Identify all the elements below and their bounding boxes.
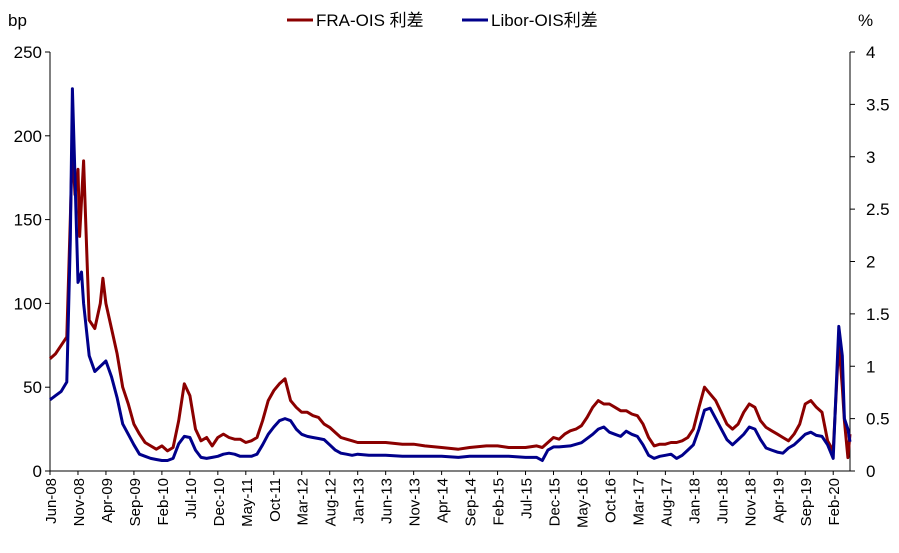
x-tick-label: Jan-13	[351, 478, 368, 524]
y-right-tick-label: 2	[866, 253, 875, 272]
y-right-tick-label: 0.5	[866, 410, 890, 429]
x-tick-label: Oct-11	[267, 478, 284, 522]
x-tick-label: Dec-10	[211, 478, 228, 526]
y-right-tick-label: 4	[866, 43, 875, 62]
plot-area	[49, 87, 852, 462]
x-tick-label: Nov-13	[407, 478, 424, 526]
y-left-tick-label: 100	[14, 294, 42, 313]
y-left-unit: bp	[8, 11, 27, 30]
x-axis-labels: Jun-08 Nov-08 Apr-09 Sep-09 Feb-10 Jul-10 Dec-…	[43, 478, 843, 528]
y-left-tick-label: 250	[14, 43, 42, 62]
y-left-tick-label: 200	[14, 127, 42, 146]
x-tick-label: Jun-08	[43, 478, 60, 524]
y-right-tick-label: 3.5	[866, 95, 890, 114]
x-tick-label: Nov-08	[71, 478, 88, 526]
y-right-tick-label: 2.5	[866, 200, 890, 219]
series-line-fra-ois	[49, 142, 852, 460]
x-tick-label: Apr-09	[99, 478, 116, 523]
x-tick-label: Jul-10	[183, 478, 200, 519]
axes: 0 50 100 150 200 250 0 0.5 1 1.5 2 2.5 3 3.5 4	[14, 43, 890, 481]
x-tick-label: May-16	[574, 478, 591, 528]
y-right-tick-label: 1.5	[866, 305, 890, 324]
x-tick-label: Aug-17	[658, 478, 675, 526]
x-tick-label: Sep-14	[463, 478, 480, 526]
x-tick-label: Jun-18	[714, 478, 731, 524]
x-tick-label: Oct-16	[602, 478, 619, 523]
x-tick-label: Sep-09	[127, 478, 144, 526]
x-tick-label: Feb-20	[826, 478, 843, 526]
y-right-tick-label: 0	[866, 462, 875, 481]
y-left-tick-label: 0	[33, 462, 42, 481]
legend-label-libor-ois: Libor-OIS利差	[491, 11, 598, 30]
x-tick-label: Mar-12	[295, 478, 312, 526]
x-tick-label: Jan-18	[686, 478, 703, 524]
y-right-tick-label: 1	[866, 357, 875, 376]
y-left-tick-label: 50	[23, 378, 42, 397]
x-tick-label: Feb-15	[491, 478, 508, 526]
x-tick-label: Jul-15	[519, 478, 536, 519]
x-tick-label: Apr-19	[770, 478, 787, 523]
x-tick-label: Aug-12	[323, 478, 340, 526]
legend-label-fra-ois: FRA-OIS 利差	[316, 11, 424, 30]
y-right-tick-label: 3	[866, 148, 875, 167]
y-left-tick-label: 150	[14, 211, 42, 230]
x-tick-label: Nov-18	[742, 478, 759, 526]
x-tick-label: Feb-10	[155, 478, 172, 526]
x-tick-label: Dec-15	[546, 478, 563, 526]
legend: FRA-OIS 利差 Libor-OIS利差	[287, 11, 598, 30]
y-right-unit: %	[858, 11, 873, 30]
x-tick-label: May-11	[239, 478, 256, 527]
x-tick-label: Jun-13	[379, 478, 396, 524]
series-line-libor-ois	[49, 87, 852, 462]
x-tick-label: Apr-14	[435, 478, 452, 523]
x-tick-label: Mar-17	[630, 478, 647, 526]
x-tick-label: Sep-19	[798, 478, 815, 526]
